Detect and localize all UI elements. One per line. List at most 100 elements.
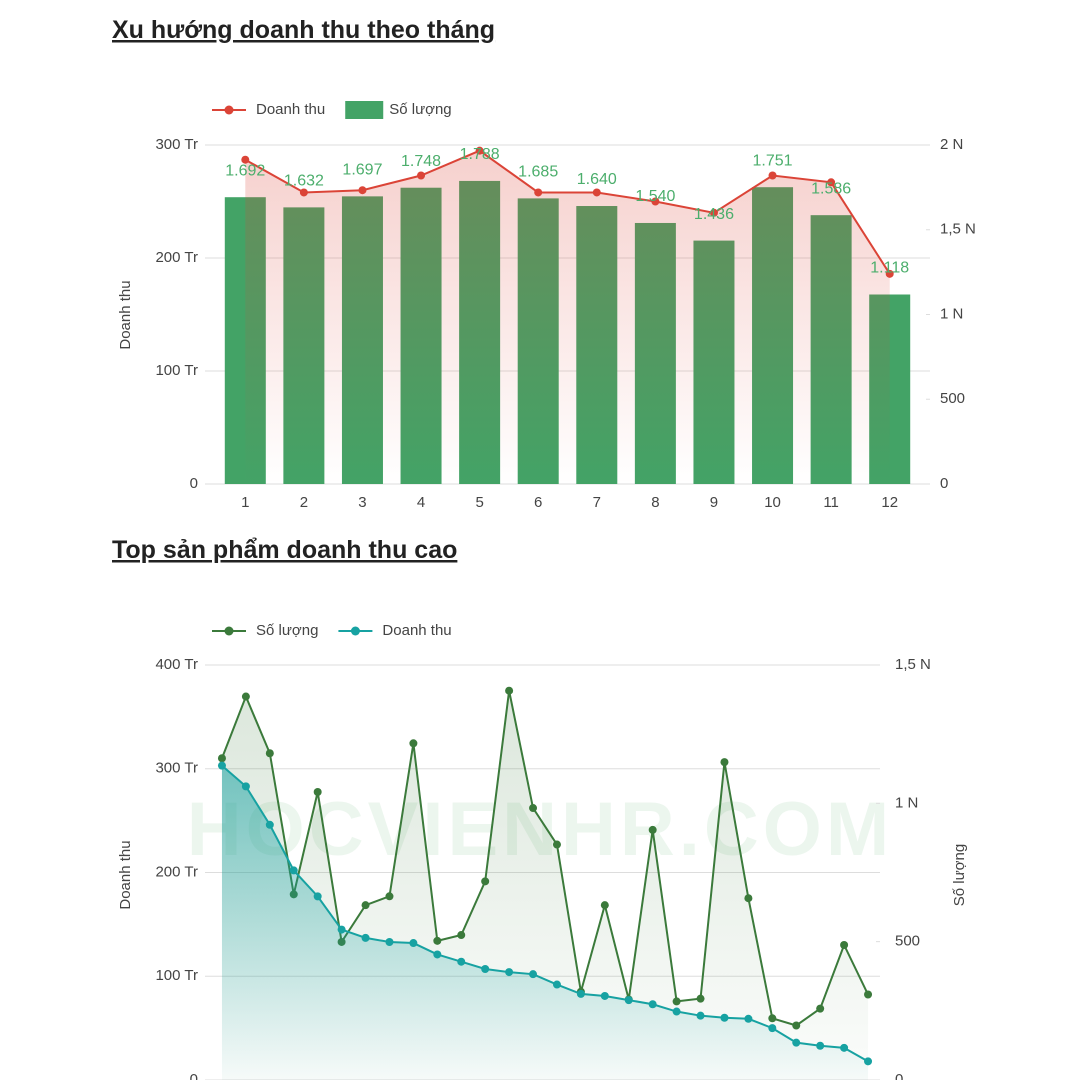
point [885, 269, 894, 278]
y2-tick-label: 0 [940, 475, 948, 492]
line [221, 690, 869, 1027]
line [221, 764, 869, 1063]
y-tick-label: 300 Tr [155, 136, 198, 153]
point [768, 1014, 777, 1023]
point [744, 1014, 753, 1023]
x-tick-label: 11 [823, 494, 839, 511]
value-label: 1.751 [753, 152, 793, 169]
point [358, 186, 367, 195]
point [505, 686, 514, 695]
point [417, 171, 426, 180]
value-label: 1.118 [870, 260, 909, 277]
x-tick-label: 12 [881, 494, 898, 511]
point [600, 991, 609, 1000]
point [768, 171, 777, 180]
point [409, 739, 418, 748]
point [696, 1011, 705, 1020]
point [217, 761, 226, 770]
point [241, 692, 250, 701]
point [552, 980, 561, 989]
x-tick-label: 6 [534, 494, 542, 511]
y-tick-label: 300 Tr [155, 760, 198, 777]
legend-swatch [224, 105, 234, 115]
legend-swatch [350, 626, 360, 636]
point [313, 787, 322, 796]
x-tick-label: 8 [651, 494, 659, 511]
point [744, 894, 753, 903]
point [433, 950, 442, 959]
value-label: 1.748 [401, 153, 441, 170]
point [840, 1043, 849, 1052]
point [529, 970, 538, 979]
point [299, 188, 308, 197]
point [552, 840, 561, 849]
point [289, 866, 298, 875]
y-tick-label: 200 Tr [155, 863, 198, 880]
y2-tick-label: 1 N [895, 794, 918, 811]
y2-axis-title: Số lượng [951, 844, 968, 906]
point [217, 754, 226, 763]
point [385, 938, 394, 947]
point [864, 990, 873, 999]
y-axis-title: Doanh thu [117, 840, 134, 909]
point [648, 825, 657, 834]
point [241, 782, 250, 791]
point [816, 1004, 825, 1013]
point [672, 997, 681, 1006]
x-tick-label: 2 [300, 494, 308, 511]
point [576, 989, 585, 998]
legend-label: Số lượng [256, 622, 318, 639]
x-tick-label: 10 [764, 494, 781, 511]
x-tick-label: 7 [593, 494, 601, 511]
point [313, 892, 322, 901]
point [505, 968, 514, 977]
legend-label: Doanh thu [256, 101, 325, 118]
point [481, 964, 490, 973]
point [864, 1057, 873, 1066]
x-tick-label: 3 [358, 494, 366, 511]
x-tick-label: 9 [710, 494, 718, 511]
y2-tick-label: 1 N [940, 305, 963, 322]
legend-label: Số lượng [389, 101, 451, 118]
y-tick-label: 200 Tr [155, 249, 198, 266]
point [457, 931, 466, 940]
point [651, 197, 660, 206]
point [792, 1021, 801, 1030]
point [361, 933, 370, 942]
point [385, 892, 394, 901]
point [337, 925, 346, 934]
value-label: 1.540 [635, 188, 675, 205]
point [720, 1013, 729, 1022]
point [827, 178, 836, 187]
point [592, 188, 601, 197]
area-fill [245, 150, 890, 484]
point [792, 1038, 801, 1047]
y-tick-label: 0 [190, 475, 198, 492]
point [481, 877, 490, 886]
line [244, 149, 891, 275]
point [409, 939, 418, 948]
point [600, 901, 609, 910]
value-label: 1.697 [342, 162, 382, 179]
chart-title: Top sản phẩm doanh thu cao [112, 536, 457, 564]
y2-tick-label: 0 [895, 1071, 903, 1080]
point [475, 146, 484, 155]
y2-tick-label: 500 [895, 933, 920, 950]
point [709, 208, 718, 217]
point [648, 1000, 657, 1009]
y-tick-label: 0 [190, 1071, 198, 1080]
point [265, 749, 274, 758]
point [433, 936, 442, 945]
point [672, 1007, 681, 1016]
x-tick-label: 1 [241, 494, 249, 511]
point [840, 940, 849, 949]
point [361, 901, 370, 910]
value-label: 1.788 [460, 146, 500, 163]
point [534, 188, 543, 197]
value-label: 1.640 [577, 171, 617, 188]
point [265, 820, 274, 829]
chart-title: Xu hướng doanh thu theo tháng [112, 16, 495, 44]
chart: Top sản phẩm doanh thu caoHOCVIENHR.COM0… [112, 536, 968, 1080]
legend-label: Doanh thu [382, 622, 451, 639]
